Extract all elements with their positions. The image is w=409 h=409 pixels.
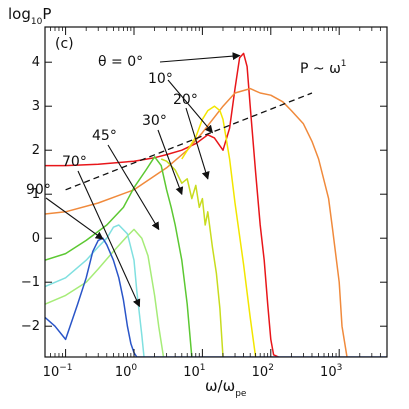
panel-label: (c) [55, 36, 74, 52]
reference-line-label: P ~ ω1 [300, 59, 347, 77]
y-tick-label: 2 [32, 143, 40, 158]
angle-arrow [107, 144, 160, 231]
plot-frame [44, 26, 388, 358]
angle-label: 45° [92, 128, 117, 144]
angle-label: θ = 0° [98, 54, 143, 70]
angle-arrow [157, 129, 184, 196]
angle-arrow [167, 79, 214, 134]
x-axis-label: ω/ωpe [205, 377, 247, 399]
y-tick-label: −2 [21, 319, 40, 334]
y-tick-label: 3 [32, 99, 40, 114]
x-tick-label: 10−1 [43, 363, 73, 380]
series-45-line [45, 156, 193, 357]
angle-arrow [77, 170, 141, 308]
y-tick-label: 0 [32, 231, 40, 246]
angle-label: 30° [142, 113, 167, 129]
series-90-line [45, 237, 387, 357]
series-unlabeled-6-line [45, 224, 145, 357]
angle-label: 90° [26, 182, 51, 198]
annotations: θ = 0° 10°20° 30° 45° 70° 90° [26, 52, 241, 308]
y-tick-label: −1 [21, 275, 40, 290]
y-tick-label: 4 [32, 55, 40, 70]
y-tick-label: 1 [32, 187, 40, 202]
x-tick-label: 101 [183, 363, 205, 380]
x-tick-label: 100 [115, 363, 138, 380]
angle-arrow [185, 107, 210, 180]
angle-label: 10° [148, 71, 173, 87]
reference-slope-line [65, 92, 313, 191]
angle-label: 70° [62, 154, 87, 170]
series-20-line [181, 105, 257, 357]
axis-ticks: −2 −1 0 1 2 3 4 10−1 100 101 102 103 [21, 27, 387, 380]
x-tick-label: 103 [320, 363, 342, 380]
angle-arrow [45, 197, 104, 240]
series-30-line [160, 158, 224, 357]
series-70-line [45, 228, 165, 357]
series-10-line [45, 87, 348, 357]
plot-area [45, 52, 387, 357]
y-axis-label: log10P [8, 5, 51, 27]
angle-arrow [159, 52, 241, 63]
x-tick-label: 102 [252, 363, 274, 380]
angle-label: 20° [173, 92, 198, 108]
